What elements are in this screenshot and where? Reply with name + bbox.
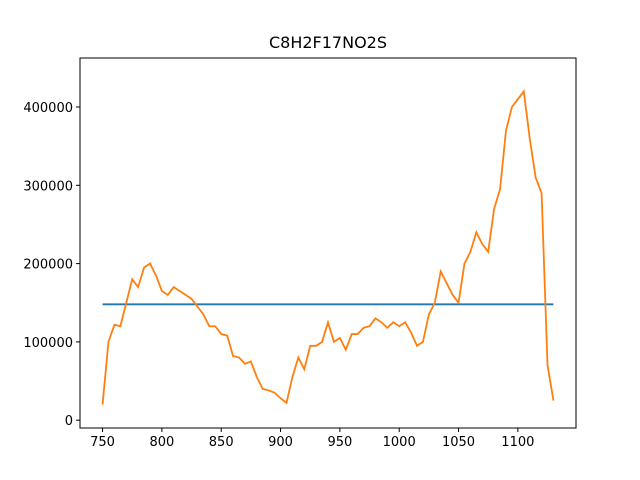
y-tick-label: 300000: [23, 179, 73, 194]
x-tick-label: 900: [268, 435, 293, 450]
x-tick-label: 1100: [501, 435, 534, 450]
x-tick-label: 1000: [383, 435, 416, 450]
x-tick-label: 950: [327, 435, 352, 450]
y-tick-label: 400000: [23, 101, 73, 116]
x-tick-label: 800: [149, 435, 174, 450]
x-tick-label: 1050: [442, 435, 475, 450]
x-tick-label: 750: [90, 435, 115, 450]
y-tick-label: 0: [65, 414, 73, 429]
x-tick-label: 850: [209, 435, 234, 450]
chart-title: C8H2F17NO2S: [269, 33, 387, 52]
data-line: [101, 89, 555, 405]
y-tick-label: 100000: [23, 336, 73, 351]
y-tick-label: 200000: [23, 258, 73, 273]
plot-frame: [79, 57, 577, 429]
